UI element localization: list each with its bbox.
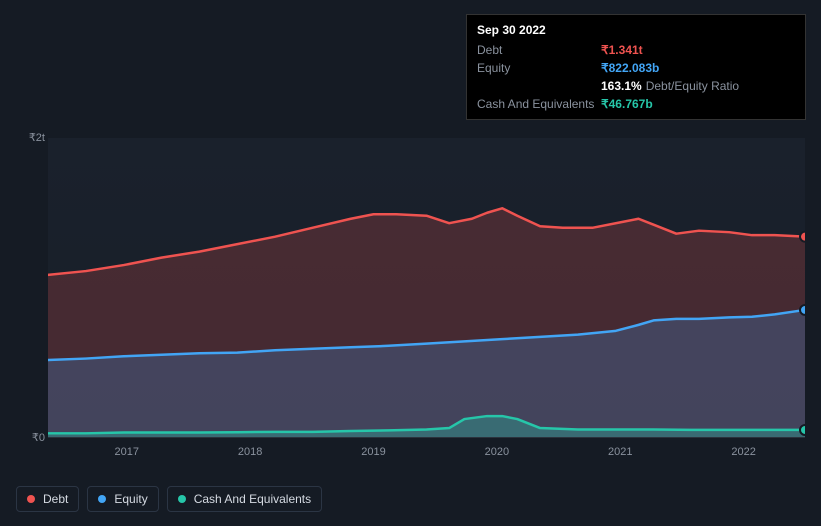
tooltip-row-label: Equity bbox=[477, 59, 601, 77]
legend-item[interactable]: Equity bbox=[87, 486, 158, 512]
legend-item[interactable]: Cash And Equivalents bbox=[167, 486, 322, 512]
tooltip-row-value: 163.1% bbox=[601, 77, 642, 95]
chart-tooltip: Sep 30 2022 Debt₹1.341tEquity₹822.083b16… bbox=[466, 14, 806, 120]
tooltip-row-value: ₹822.083b bbox=[601, 59, 659, 77]
tooltip-date: Sep 30 2022 bbox=[477, 21, 795, 39]
x-axis-label: 2018 bbox=[238, 446, 262, 458]
tooltip-row: 163.1%Debt/Equity Ratio bbox=[477, 77, 795, 95]
chart-svg bbox=[48, 138, 805, 437]
legend-label: Equity bbox=[114, 492, 147, 506]
series-end-dot bbox=[800, 425, 805, 435]
tooltip-row-label: Cash And Equivalents bbox=[477, 95, 601, 113]
chart-plot bbox=[48, 138, 805, 438]
legend-label: Debt bbox=[43, 492, 68, 506]
x-axis-label: 2021 bbox=[608, 446, 632, 458]
tooltip-row-value: ₹46.767b bbox=[601, 95, 653, 113]
x-axis-label: 2020 bbox=[485, 446, 509, 458]
legend-item[interactable]: Debt bbox=[16, 486, 79, 512]
x-axis-label: 2019 bbox=[361, 446, 385, 458]
tooltip-row-suffix: Debt/Equity Ratio bbox=[646, 77, 739, 95]
tooltip-row: Cash And Equivalents₹46.767b bbox=[477, 95, 795, 113]
tooltip-row-label bbox=[477, 77, 601, 95]
series-end-dot bbox=[800, 232, 805, 242]
tooltip-row: Equity₹822.083b bbox=[477, 59, 795, 77]
x-axis-label: 2017 bbox=[114, 446, 138, 458]
legend-dot-icon bbox=[178, 495, 186, 503]
chart-area: ₹2t ₹0 2017 2018 2019 2020 2021 2022 bbox=[16, 120, 805, 460]
tooltip-row-label: Debt bbox=[477, 41, 601, 59]
legend-dot-icon bbox=[27, 495, 35, 503]
y-axis-label: ₹2t bbox=[21, 131, 45, 144]
legend-label: Cash And Equivalents bbox=[194, 492, 311, 506]
tooltip-row: Debt₹1.341t bbox=[477, 41, 795, 59]
x-axis: 2017 2018 2019 2020 2021 2022 bbox=[48, 440, 805, 460]
x-axis-label: 2022 bbox=[731, 446, 755, 458]
legend: Debt Equity Cash And Equivalents bbox=[16, 486, 322, 512]
y-axis-label: ₹0 bbox=[21, 431, 45, 444]
series-end-dot bbox=[800, 305, 805, 315]
tooltip-row-value: ₹1.341t bbox=[601, 41, 643, 59]
legend-dot-icon bbox=[98, 495, 106, 503]
